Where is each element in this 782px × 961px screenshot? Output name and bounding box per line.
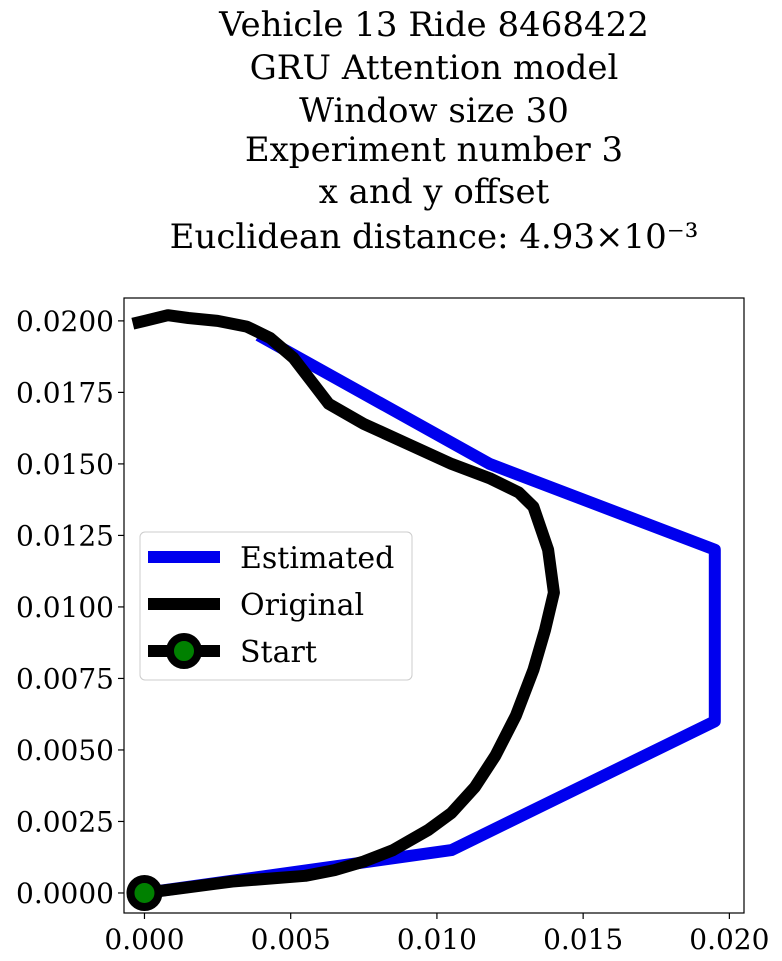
x-tick-label: 0.010 <box>397 923 477 956</box>
y-tick-label: 0.0050 <box>16 734 114 767</box>
legend: Estimated Original Start <box>139 531 413 681</box>
title-line-2: GRU Attention model <box>250 48 619 88</box>
y-tick-label: 0.0025 <box>16 805 114 838</box>
x-tick-label: 0.020 <box>689 923 769 956</box>
title-line-1: Vehicle 13 Ride 8468422 <box>218 5 649 45</box>
axis-ticks: 0.000 0.005 0.010 0.015 0.020 0.0000 0.0025 0.0… <box>16 305 769 956</box>
legend-start-marker <box>166 633 202 669</box>
legend-frame <box>139 531 413 681</box>
y-tick-label: 0.0200 <box>16 305 114 338</box>
y-tick-label: 0.0125 <box>16 519 114 552</box>
y-tick-label: 0.0175 <box>16 376 114 409</box>
x-tick-label: 0.000 <box>104 923 184 956</box>
title-line-4: Experiment number 3 <box>245 130 623 170</box>
title-line-5: x and y offset <box>319 172 550 212</box>
x-tick-label: 0.005 <box>251 923 331 956</box>
y-tick-label: 0.0000 <box>16 877 114 910</box>
legend-label-original: Original <box>240 588 364 623</box>
plot-area <box>126 309 721 911</box>
y-tick-label: 0.0150 <box>16 448 114 481</box>
legend-label-estimated: Estimated <box>240 541 394 576</box>
y-tick-label: 0.0100 <box>16 591 114 624</box>
axes-frame <box>123 297 745 914</box>
legend-label-start: Start <box>240 635 317 670</box>
title-line-3: Window size 30 <box>299 91 569 131</box>
start-marker <box>126 874 163 911</box>
series-line-original <box>131 309 560 899</box>
series-line-estimated <box>143 329 721 899</box>
chart-title: Vehicle 13 Ride 8468422 GRU Attention mo… <box>170 5 699 257</box>
x-tick-label: 0.015 <box>543 923 623 956</box>
y-tick-label: 0.0075 <box>16 662 114 695</box>
title-line-6: Euclidean distance: 4.93×10⁻³ <box>170 217 699 257</box>
